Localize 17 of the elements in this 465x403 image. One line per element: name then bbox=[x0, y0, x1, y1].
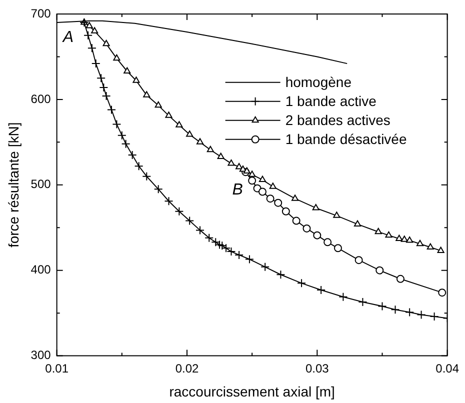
legend-label: 1 bande active bbox=[285, 93, 377, 110]
y-tick-label: 700 bbox=[30, 6, 52, 20]
y-tick-label: 600 bbox=[30, 92, 52, 106]
y-axis-title: force résultante [kN] bbox=[5, 122, 22, 248]
annotation: B bbox=[232, 182, 244, 199]
legend-label: homogène bbox=[285, 74, 352, 90]
y-tick-label: 400 bbox=[30, 262, 52, 277]
x-axis-title: raccourcissement axial [m] bbox=[169, 383, 335, 400]
y-tick-label: 500 bbox=[30, 177, 52, 192]
x-tick-label: 0.01 bbox=[45, 361, 69, 376]
x-tick-label: 0.02 bbox=[175, 361, 199, 376]
x-tick-label: 0.04 bbox=[436, 361, 460, 376]
annotation: A bbox=[62, 29, 74, 46]
legend-label: 1 bande désactivée bbox=[285, 131, 407, 148]
legend-label: 2 bandes actives bbox=[285, 112, 390, 128]
y-tick-label: 300 bbox=[30, 348, 52, 362]
x-tick-label: 0.03 bbox=[305, 361, 330, 376]
